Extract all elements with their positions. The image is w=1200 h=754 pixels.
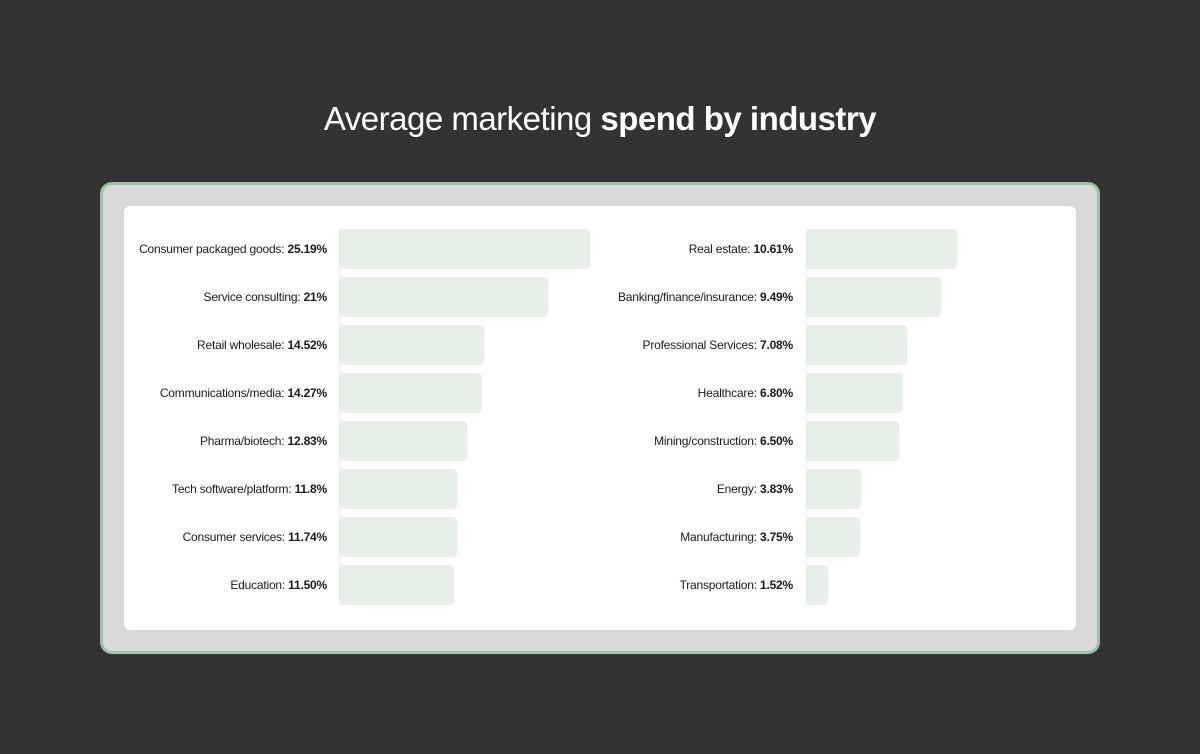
bar-value-label: 10.61% <box>753 242 794 256</box>
bar-category: Energy: <box>716 482 760 496</box>
bar-category: Retail wholesale: <box>197 338 288 352</box>
bar-label: Tech software/platform: 11.8% <box>124 469 327 509</box>
bar-label: Mining/construction: 6.50% <box>566 421 793 461</box>
bar <box>340 373 482 413</box>
chart-frame: Consumer packaged goods: 25.19% Service c… <box>100 182 1100 654</box>
bar-category: Transportation: <box>679 578 760 592</box>
bar-value-label: 12.83% <box>287 434 328 448</box>
bar <box>340 229 590 269</box>
bar-category: Professional Services: <box>642 338 760 352</box>
axis-line-2 <box>806 229 807 605</box>
chart-title-bold: spend by industry <box>600 100 877 137</box>
bar-label: Manufacturing: 3.75% <box>566 517 793 557</box>
bar-value-label: 6.50% <box>759 434 793 448</box>
chart-title-light: Average marketing <box>323 100 592 137</box>
bar-category: Service consulting: <box>203 290 304 304</box>
bar-value-label: 25.19% <box>287 242 328 256</box>
bar <box>340 325 484 365</box>
bar-value-label: 11.74% <box>288 530 327 544</box>
bar-label: Transportation: 1.52% <box>566 565 794 605</box>
bar <box>807 469 861 509</box>
bar-value-label: 9.49% <box>759 290 793 304</box>
bar-label: Real estate: 10.61% <box>566 229 793 269</box>
bar-category: Consumer services: <box>182 530 289 544</box>
bar-category: Consumer packaged goods: <box>139 242 288 256</box>
bar <box>340 421 467 461</box>
bar-value-label: 1.52% <box>759 578 793 592</box>
bar-label: Banking/finance/insurance: 9.49% <box>566 277 793 317</box>
bar-category: Banking/finance/insurance: <box>617 290 760 304</box>
axis-line-1 <box>339 229 340 605</box>
bar <box>340 517 457 557</box>
bar-value-label: 14.52% <box>287 338 328 352</box>
bar-value-label: 11.8% <box>294 482 328 496</box>
bar-category: Tech software/platform: <box>172 482 295 496</box>
bar-category: Education: <box>230 578 289 592</box>
bar-label: Consumer services: 11.74% <box>124 517 328 557</box>
bar-label: Professional Services: 7.08% <box>566 325 794 365</box>
bar <box>807 421 899 461</box>
bar-value-label: 21% <box>303 290 328 304</box>
bar-value-label: 6.80% <box>759 386 793 400</box>
chart-title: Average marketing spend by industry <box>0 100 1200 138</box>
bar <box>807 325 907 365</box>
bar <box>340 565 454 605</box>
bar-label: Education: 11.50% <box>124 565 327 605</box>
bar-category: Communications/media: <box>159 386 288 400</box>
bar <box>807 373 903 413</box>
bar-value-label: 14.27% <box>287 386 328 400</box>
bar-label: Consumer packaged goods: 25.19% <box>124 229 327 269</box>
bar-category: Pharma/biotech: <box>199 434 288 448</box>
bar-category: Healthcare: <box>697 386 760 400</box>
bar-category: Real estate: <box>688 242 754 256</box>
bar <box>807 565 828 605</box>
bar <box>340 469 457 509</box>
bar-category: Manufacturing: <box>680 530 760 544</box>
bar-category: Mining/construction: <box>654 434 760 448</box>
bar <box>807 517 860 557</box>
bar-value-label: 11.50% <box>288 578 327 592</box>
bar <box>807 277 941 317</box>
bar-value-label: 7.08% <box>759 338 793 352</box>
bar-value-label: 3.75% <box>759 530 793 544</box>
bar-label: Retail wholesale: 14.52% <box>124 325 327 365</box>
bar-label: Energy: 3.83% <box>566 469 793 509</box>
bar-label: Pharma/biotech: 12.83% <box>124 421 327 461</box>
chart-card: Consumer packaged goods: 25.19% Service c… <box>124 206 1076 630</box>
bar-label: Healthcare: 6.80% <box>566 373 794 413</box>
bar-label: Communications/media: 14.27% <box>124 373 327 413</box>
bar-label: Service consulting: 21% <box>124 277 328 317</box>
bar <box>340 277 548 317</box>
bar <box>807 229 957 269</box>
bar-value-label: 3.83% <box>759 482 793 496</box>
